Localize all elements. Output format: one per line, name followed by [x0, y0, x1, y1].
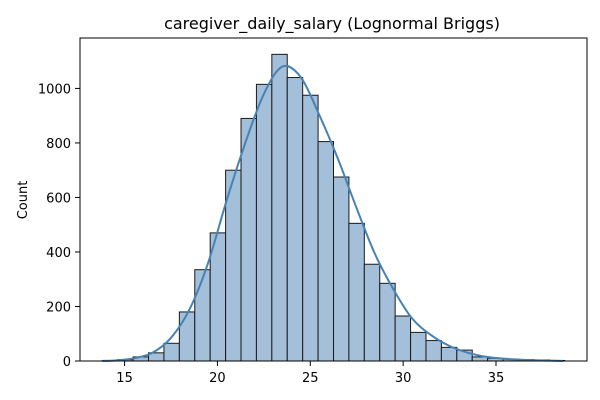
x-tick-label: 20 [209, 371, 226, 386]
y-axis-ticks: 0 200 400 600 800 1000 [38, 82, 80, 370]
histogram-bar [178, 311, 196, 362]
histogram-bar [240, 117, 257, 362]
histogram-bar [333, 176, 350, 362]
histogram-bar [163, 342, 180, 362]
y-axis-label: Count [16, 181, 31, 220]
histogram-bar [194, 269, 211, 362]
histogram-bar [410, 331, 427, 362]
histogram-bar [271, 53, 288, 362]
x-tick-label: 15 [116, 371, 133, 386]
histogram-bar [363, 263, 381, 362]
histogram-bar [255, 83, 273, 362]
histogram-bar [317, 141, 335, 362]
x-axis-ticks: 15 20 25 30 35 [116, 361, 504, 386]
histogram-bar [425, 340, 442, 362]
kde-line [102, 64, 563, 362]
plot-frame [79, 37, 588, 362]
histogram-bar [286, 77, 304, 362]
histogram-bars [101, 53, 566, 362]
y-tick-label: 200 [46, 300, 71, 315]
y-tick-label: 0 [63, 355, 71, 370]
histogram-bar [348, 222, 365, 362]
histogram-bar [440, 346, 458, 362]
y-tick-label: 1000 [38, 82, 71, 97]
histogram-bar [302, 94, 319, 362]
x-tick-label: 25 [302, 371, 319, 386]
chart-title: caregiver_daily_salary (Lognormal Briggs… [164, 14, 500, 34]
histogram-bar [394, 315, 412, 362]
x-tick-label: 30 [395, 371, 412, 386]
y-tick-label: 600 [46, 191, 71, 206]
x-tick-label: 35 [488, 371, 505, 386]
y-tick-label: 800 [46, 137, 71, 152]
y-tick-label: 400 [46, 246, 71, 261]
histogram-bar [379, 282, 396, 362]
